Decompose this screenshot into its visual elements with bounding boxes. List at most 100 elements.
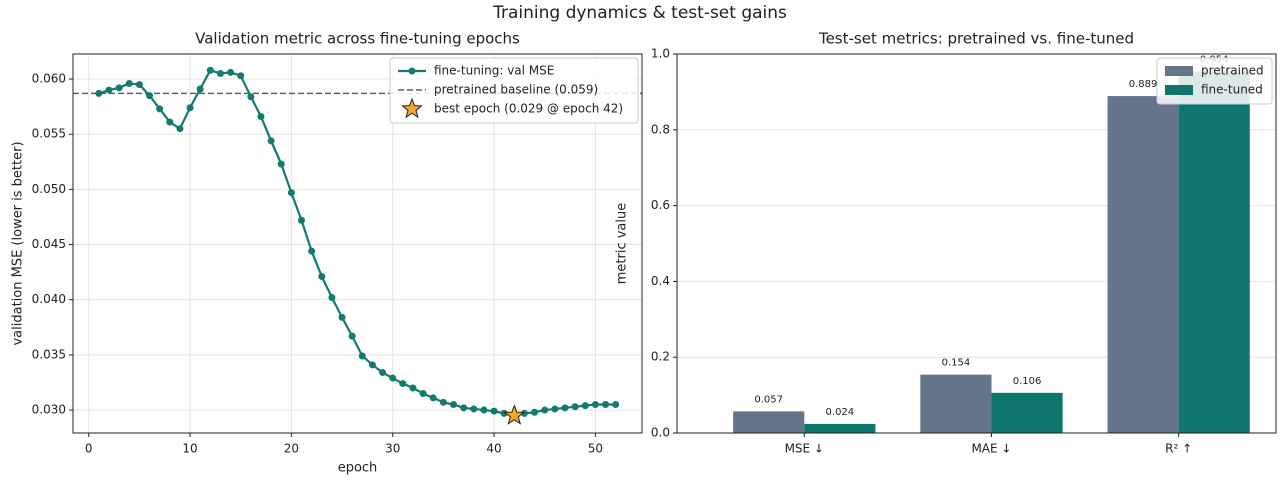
chart-title: Validation metric across fine-tuning epo… <box>195 30 520 48</box>
data-point <box>267 137 275 145</box>
bar <box>733 411 805 433</box>
data-point <box>277 160 285 168</box>
x-tick-label: 20 <box>284 442 299 456</box>
data-point <box>156 105 164 113</box>
x-tick-label: MSE ↓ <box>785 442 824 456</box>
data-point <box>450 401 458 409</box>
legend-label: fine-tuning: val MSE <box>434 64 554 78</box>
data-point <box>399 380 407 388</box>
data-point <box>500 409 508 417</box>
y-tick-label: 0.0 <box>651 426 670 440</box>
data-point <box>429 394 437 402</box>
data-point <box>520 409 528 417</box>
x-tick-label: R² ↑ <box>1165 442 1192 456</box>
y-tick-label: 0.050 <box>32 182 66 196</box>
data-point <box>298 216 306 224</box>
data-point <box>186 104 194 112</box>
data-point <box>338 313 346 321</box>
y-axis-label: validation MSE (lower is better) <box>11 141 26 345</box>
y-tick-label: 0.030 <box>32 403 66 417</box>
legend-box <box>389 57 639 124</box>
data-point <box>227 68 235 76</box>
data-line <box>98 68 616 417</box>
best-marker <box>503 404 526 425</box>
legend-swatch <box>1165 85 1193 95</box>
data-point <box>551 405 559 413</box>
y-tick-label: 0.4 <box>651 274 670 288</box>
data-point <box>409 384 417 392</box>
legend-label: pretrained <box>1201 64 1264 78</box>
data-point <box>125 79 133 87</box>
legend-swatch <box>408 67 416 75</box>
data-point <box>115 84 123 92</box>
legend-label: best epoch (0.029 @ epoch 42) <box>434 102 623 116</box>
y-tick-label: 0.8 <box>651 122 670 136</box>
data-point <box>379 369 387 377</box>
bar <box>1178 71 1250 434</box>
data-point <box>490 407 498 415</box>
bar <box>920 374 992 433</box>
value-label: 0.106 <box>1013 376 1042 387</box>
data-point <box>206 66 214 74</box>
value-label: 0.889 <box>1129 79 1158 90</box>
data-point <box>146 92 154 100</box>
data-point <box>196 85 204 93</box>
y-tick-label: 0.035 <box>32 347 66 361</box>
data-point <box>166 118 174 126</box>
bar <box>804 423 876 433</box>
data-point <box>308 247 316 255</box>
x-tick-label: MAE ↓ <box>971 442 1011 456</box>
data-point <box>176 125 184 133</box>
data-point <box>318 273 326 281</box>
data-point <box>135 81 143 89</box>
plot-frame <box>72 53 643 434</box>
data-point <box>541 406 549 414</box>
y-tick-label: 0.040 <box>32 292 66 306</box>
data-point <box>216 70 224 78</box>
y-tick-label: 1.0 <box>651 47 670 61</box>
data-point <box>571 403 579 411</box>
data-point <box>328 294 336 302</box>
value-label: 0.154 <box>942 358 971 369</box>
data-point <box>348 332 356 340</box>
data-point <box>480 406 488 414</box>
legend-label: pretrained baseline (0.059) <box>434 83 598 97</box>
data-point <box>460 404 468 412</box>
value-label: 0.057 <box>754 394 783 405</box>
x-tick-label: 40 <box>486 442 501 456</box>
x-tick-label: 50 <box>588 442 603 456</box>
legend-label: fine-tuned <box>1201 83 1263 97</box>
data-point <box>602 401 610 409</box>
data-point <box>439 398 447 406</box>
data-point <box>247 93 255 101</box>
data-point <box>531 408 539 416</box>
data-point <box>612 401 620 409</box>
chart-title: Test-set metrics: pretrained vs. fine-tu… <box>818 30 1134 48</box>
data-point <box>105 86 113 94</box>
data-point <box>470 405 478 413</box>
data-point <box>287 189 295 197</box>
y-axis-label: metric value <box>615 203 630 285</box>
data-point <box>389 374 397 382</box>
y-tick-label: 0.055 <box>32 127 66 141</box>
bar <box>1107 96 1179 433</box>
data-point <box>368 361 376 369</box>
y-tick-label: 0.045 <box>32 237 66 251</box>
plot-frame <box>676 53 1277 434</box>
figure-title: Training dynamics & test-set gains <box>492 3 787 23</box>
data-point <box>237 72 245 80</box>
y-tick-label: 0.060 <box>32 72 66 86</box>
x-tick-label: 0 <box>85 442 93 456</box>
legend-swatch <box>1165 66 1193 76</box>
value-label: 0.024 <box>826 407 855 418</box>
y-tick-label: 0.2 <box>651 350 670 364</box>
data-point <box>591 401 599 409</box>
data-point <box>561 404 569 412</box>
data-point <box>358 352 366 360</box>
data-point <box>95 89 103 97</box>
data-point <box>257 113 265 121</box>
x-tick-label: 10 <box>182 442 197 456</box>
y-tick-label: 0.6 <box>651 198 670 212</box>
data-point <box>419 390 427 398</box>
